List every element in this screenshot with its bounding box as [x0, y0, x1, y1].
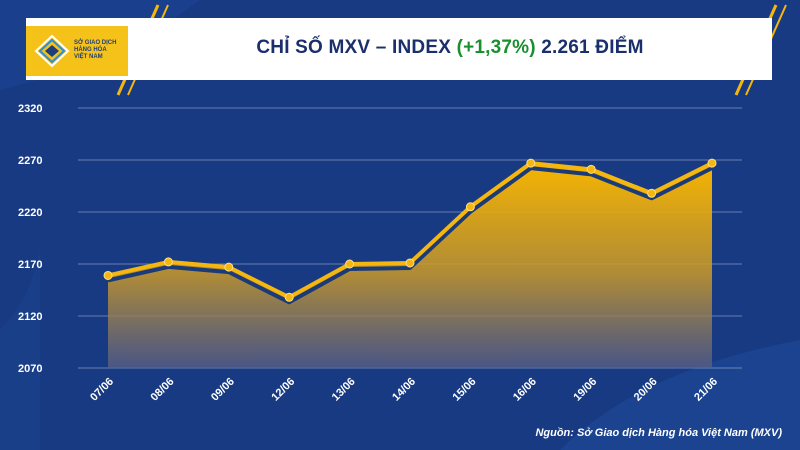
data-point-9 [647, 188, 657, 198]
chart-title: CHỈ SỐ MXV – INDEX (+1,37%) 2.261 ĐIỂM [150, 37, 750, 59]
data-points [103, 158, 717, 302]
x-tick-label-8: 19/06 [571, 376, 599, 404]
data-point-3 [284, 292, 294, 302]
y-tick-label-5: 2320 [18, 103, 42, 115]
x-tick-label-3: 12/06 [269, 376, 297, 404]
y-axis-ticks: 2070 2120 2170 2220 2270 2320 [18, 103, 42, 375]
x-tick-label-7: 16/06 [511, 376, 539, 404]
data-point-1 [163, 257, 173, 267]
logo-line-2: HÀNG HÓA [74, 47, 107, 53]
x-tick-label-5: 14/06 [390, 376, 418, 404]
x-tick-label-4: 13/06 [330, 376, 358, 404]
data-point-5 [405, 258, 415, 268]
logo-text: SỞ GIAO DỊCH HÀNG HÓA VIỆT NAM [74, 40, 130, 61]
title-change: (+1,37%) [456, 37, 536, 58]
data-point-8 [586, 164, 596, 174]
x-axis-ticks: 07/06 08/06 09/06 12/06 13/06 14/06 15/06 16/06… [88, 376, 720, 404]
series-line-shadow [107, 166, 713, 305]
data-point-10 [707, 158, 717, 168]
logo-line-3: VIỆT NAM [74, 54, 103, 60]
x-tick-label-1: 08/06 [149, 376, 177, 404]
y-tick-label-3: 2220 [18, 207, 42, 219]
title-suffix: 2.261 ĐIỂM [535, 37, 644, 58]
x-tick-label-0: 07/06 [88, 376, 116, 404]
data-point-6 [465, 202, 475, 212]
x-tick-label-6: 15/06 [451, 376, 479, 404]
data-point-2 [224, 262, 234, 272]
x-tick-label-2: 09/06 [209, 376, 237, 404]
data-point-0 [103, 270, 113, 280]
y-tick-label-2: 2170 [18, 259, 42, 271]
data-point-7 [526, 158, 536, 168]
title-prefix: CHỈ SỐ MXV – INDEX [256, 37, 457, 58]
source-note: Nguồn: Sở Giao dịch Hàng hóa Việt Nam (M… [535, 427, 782, 439]
y-tick-label-4: 2270 [18, 155, 42, 167]
logo-line-1: SỞ GIAO DỊCH [74, 40, 117, 46]
mxv-logo [26, 26, 128, 76]
header-banner [26, 18, 772, 80]
data-point-4 [345, 259, 355, 269]
y-tick-label-1: 2120 [18, 311, 42, 323]
y-tick-label-0: 2070 [18, 363, 42, 375]
